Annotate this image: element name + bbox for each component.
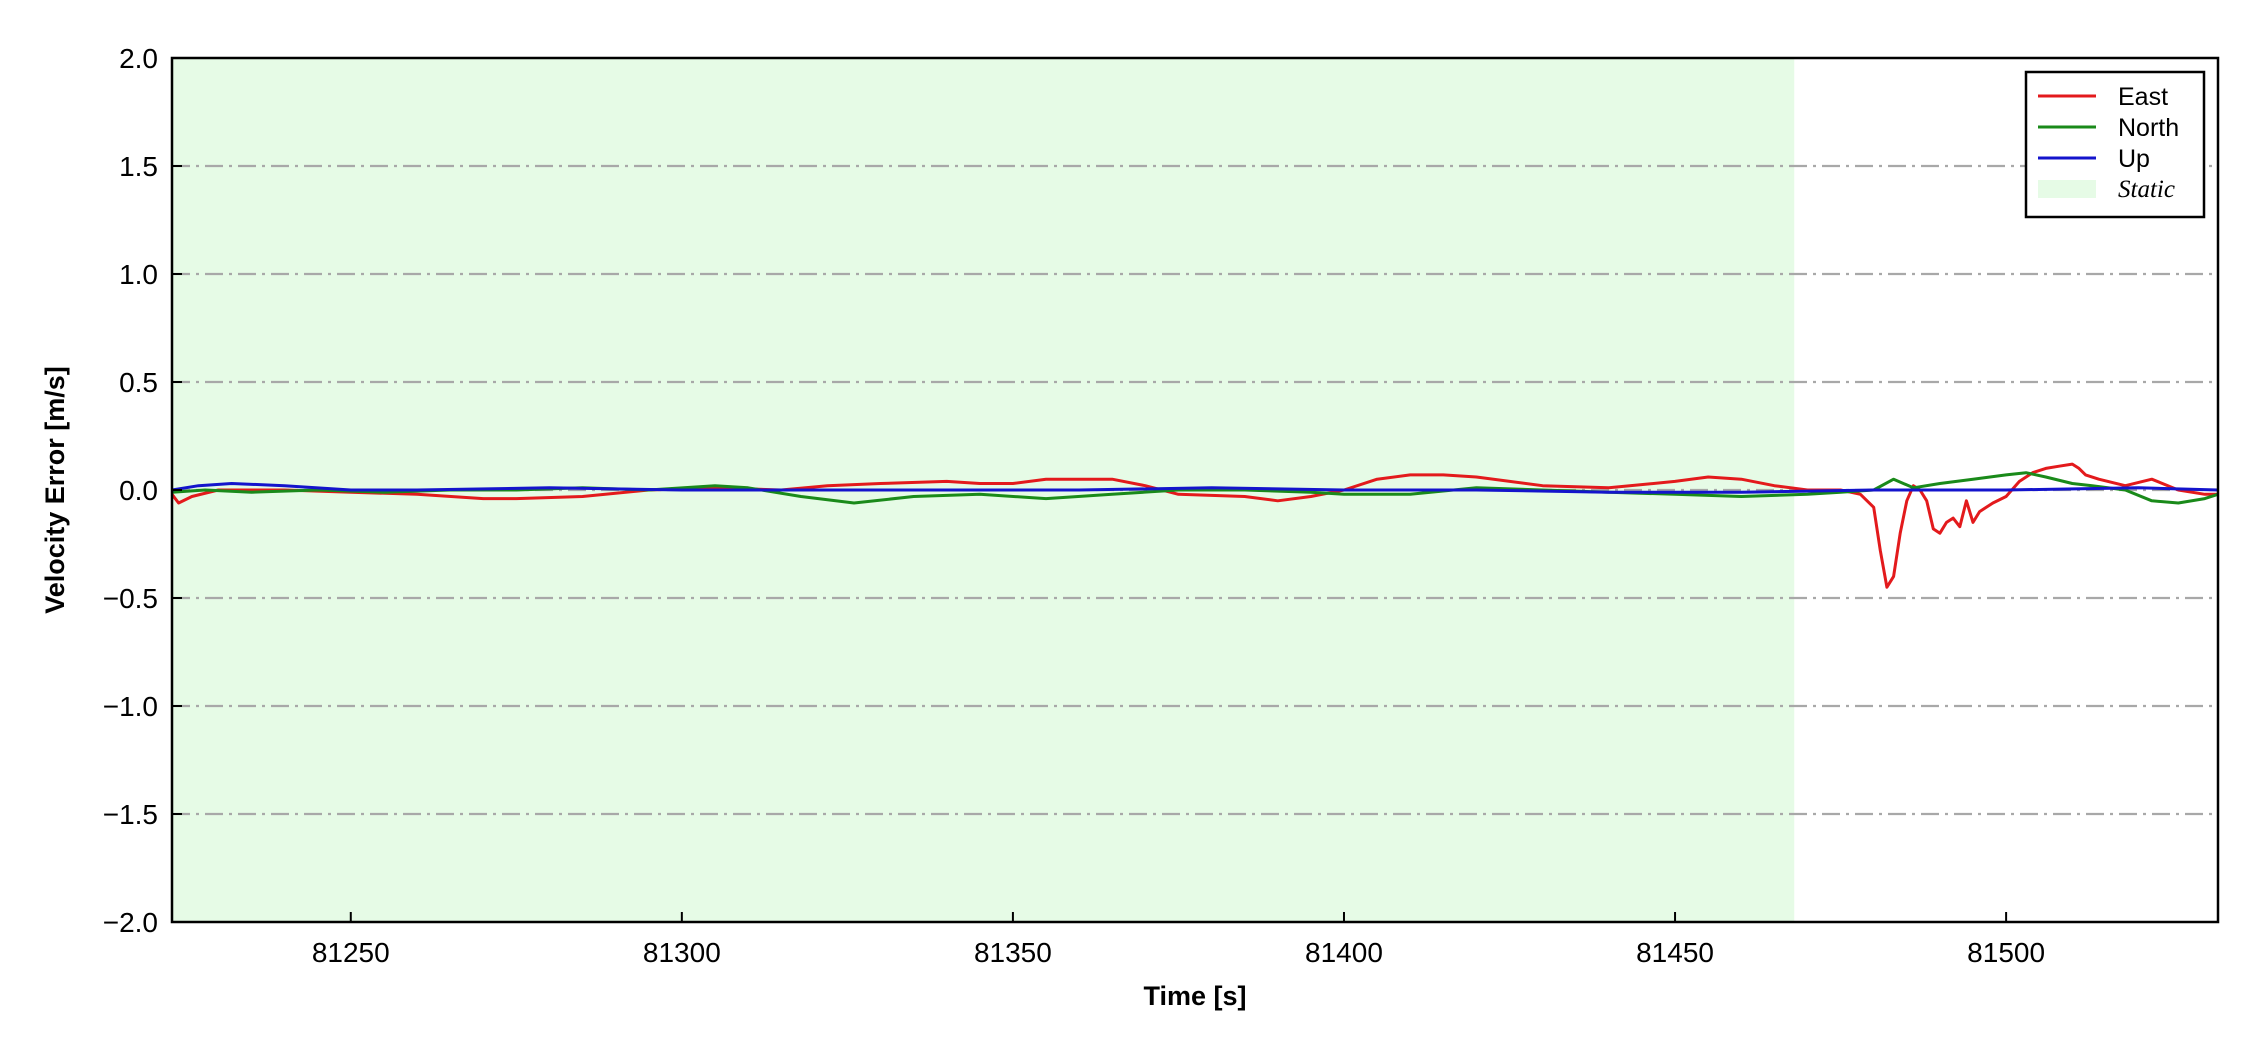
y-tick-label: −2.0 xyxy=(103,907,158,938)
x-tick-label: 81350 xyxy=(974,937,1052,968)
legend-label-north: North xyxy=(2118,114,2179,142)
x-axis-title: Time [s] xyxy=(1143,981,1246,1011)
y-tick-label: 0.0 xyxy=(119,475,158,506)
y-tick-label: −1.5 xyxy=(103,799,158,830)
x-tick-label: 81450 xyxy=(1636,937,1714,968)
legend-label-up: Up xyxy=(2118,145,2150,173)
x-tick-label: 81400 xyxy=(1305,937,1383,968)
y-tick-label: 1.0 xyxy=(119,259,158,290)
series-group xyxy=(170,462,2219,589)
series-line-up xyxy=(171,482,2219,494)
x-tick-label: 81500 xyxy=(1967,937,2045,968)
y-tick-label: 1.5 xyxy=(119,151,158,182)
y-tick-label: 0.5 xyxy=(119,367,158,398)
y-axis-title: Velocity Error [m/s] xyxy=(40,366,70,614)
y-tick-label: −1.0 xyxy=(103,691,158,722)
legend-swatch-static xyxy=(2038,180,2096,198)
x-tick-label: 81250 xyxy=(312,937,390,968)
legend: East North Up Static xyxy=(2024,70,2206,219)
ticks-group: 81250 81300 81350 81400 81450 81500 −2.0 −1.5 −1… xyxy=(103,43,2045,968)
y-tick-label: −0.5 xyxy=(103,583,158,614)
legend-label-east: East xyxy=(2118,83,2168,111)
y-tick-label: 2.0 xyxy=(119,43,158,74)
x-tick-label: 81300 xyxy=(643,937,721,968)
legend-label-static: Static xyxy=(2118,176,2175,203)
